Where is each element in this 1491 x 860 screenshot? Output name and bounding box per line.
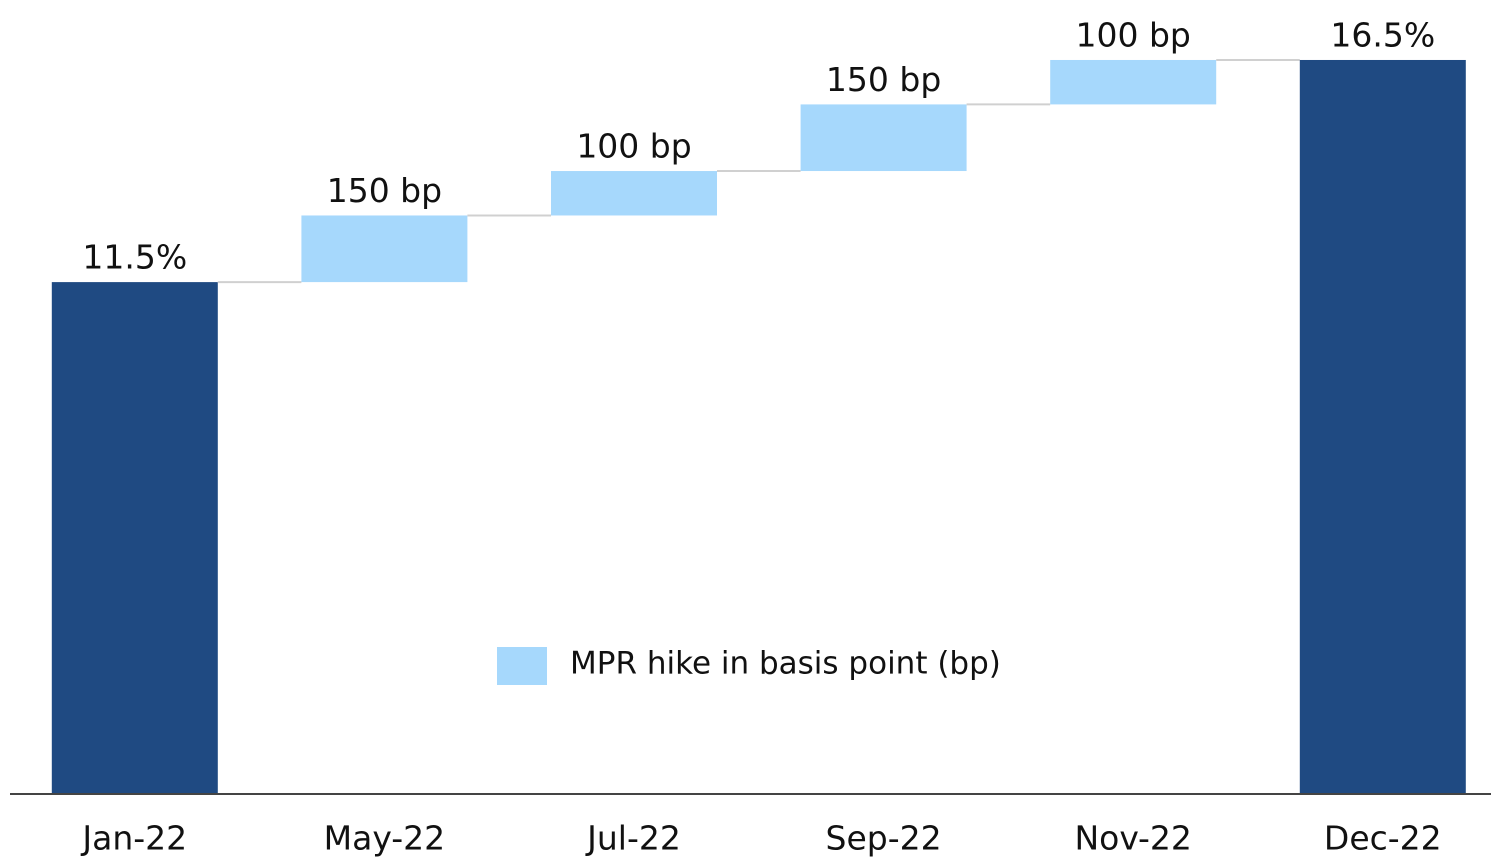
bar bbox=[301, 215, 468, 283]
legend-label: MPR hike in basis point (bp) bbox=[570, 646, 1001, 682]
bar bbox=[1050, 59, 1217, 105]
bar bbox=[800, 104, 967, 172]
bar bbox=[1299, 59, 1466, 793]
value-label: 16.5% bbox=[1330, 15, 1435, 54]
legend-swatch bbox=[497, 647, 547, 685]
x-tick-label: Sep-22 bbox=[826, 819, 942, 858]
x-tick-label: Nov-22 bbox=[1074, 819, 1191, 858]
value-label: 150 bp bbox=[826, 60, 941, 99]
value-label: 150 bp bbox=[327, 171, 442, 210]
bar bbox=[51, 282, 218, 793]
x-tick-label: May-22 bbox=[324, 819, 446, 858]
bar bbox=[551, 171, 717, 216]
x-tick-label: Jul-22 bbox=[585, 819, 681, 858]
x-tick-label: Dec-22 bbox=[1324, 819, 1442, 858]
value-label: 11.5% bbox=[82, 238, 187, 277]
value-label: 100 bp bbox=[1076, 15, 1191, 54]
x-tick-label: Jan-22 bbox=[80, 819, 187, 858]
value-label: 100 bp bbox=[576, 127, 691, 166]
